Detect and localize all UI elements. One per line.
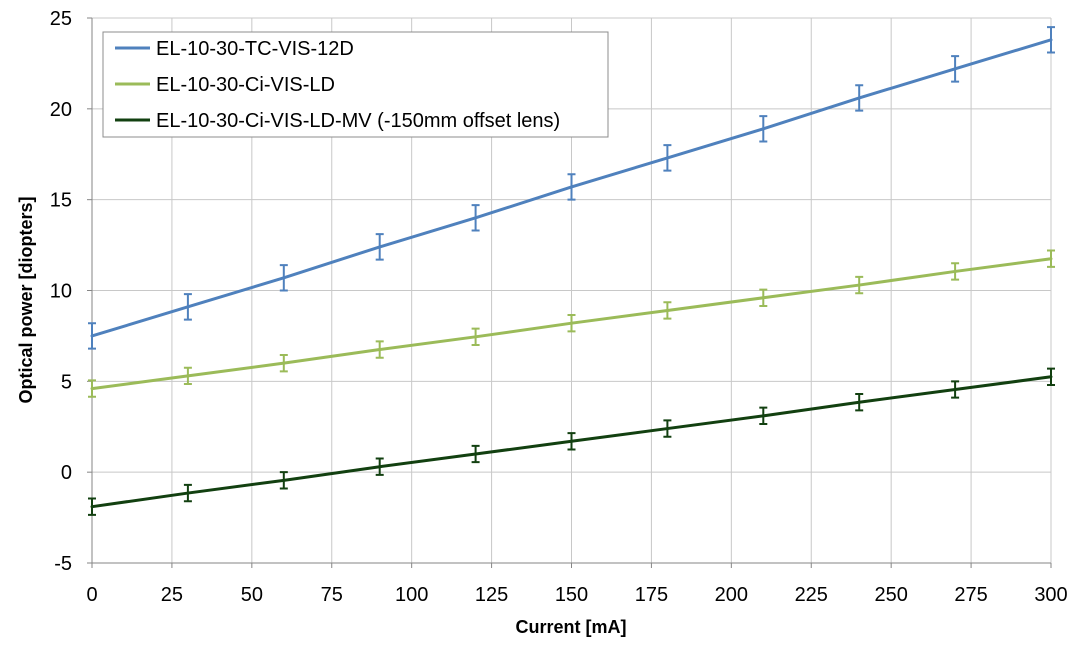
error-bar xyxy=(88,497,96,516)
x-axis-title: Current [mA] xyxy=(516,617,627,637)
legend-label-1: EL-10-30-TC-VIS-12D xyxy=(156,38,354,60)
y-tick-label: 15 xyxy=(50,190,72,212)
error-bar xyxy=(183,293,192,321)
error-bar xyxy=(663,144,672,172)
error-bar xyxy=(279,471,288,490)
error-bar xyxy=(183,483,192,503)
legend: EL-10-30-TC-VIS-12D EL-10-30-Ci-VIS-LD E… xyxy=(102,31,609,138)
x-tick-label: 25 xyxy=(161,584,183,606)
error-bar xyxy=(855,393,864,412)
legend-label-3: EL-10-30-Ci-VIS-LD-MV (-150mm offset len… xyxy=(156,110,560,132)
x-tick-label: 75 xyxy=(321,584,343,606)
error-bar xyxy=(759,288,768,307)
y-tick-label: 10 xyxy=(50,281,72,303)
error-bar xyxy=(759,115,768,143)
error-bar xyxy=(279,353,288,373)
series-2 xyxy=(88,249,1055,398)
y-tick-labels: -5 0 5 10 15 20 25 xyxy=(50,8,72,575)
y-tick-label: 5 xyxy=(61,371,72,393)
x-tick-label: 0 xyxy=(86,584,97,606)
error-bar xyxy=(759,406,768,426)
x-tick-label: 275 xyxy=(954,584,987,606)
y-tick-label: -5 xyxy=(54,553,72,575)
error-bar xyxy=(88,379,96,398)
error-bar xyxy=(951,55,960,83)
error-bar xyxy=(471,444,480,464)
error-bar xyxy=(1047,26,1055,54)
error-bar xyxy=(663,419,672,438)
axes xyxy=(87,17,1052,568)
series-1 xyxy=(88,26,1055,350)
error-bar xyxy=(855,84,864,112)
error-bar xyxy=(471,204,480,232)
legend-label-2: EL-10-30-Ci-VIS-LD xyxy=(156,74,335,96)
x-tick-label: 175 xyxy=(635,584,668,606)
x-tick-label: 100 xyxy=(395,584,428,606)
error-bar xyxy=(375,340,384,359)
error-bar xyxy=(1047,249,1055,268)
series-3 xyxy=(88,367,1055,516)
error-bar xyxy=(88,322,96,350)
y-axis-title: Optical power [diopters] xyxy=(16,196,36,403)
x-tick-label: 50 xyxy=(241,584,263,606)
error-bar xyxy=(471,327,480,346)
series-layer xyxy=(88,26,1055,516)
error-bar xyxy=(855,275,864,295)
legend-box xyxy=(102,31,609,138)
x-tick-labels: 0 25 50 75 100 125 150 175 200 225 250 275 300 xyxy=(86,584,1067,606)
y-tick-label: 25 xyxy=(50,8,72,30)
error-bar xyxy=(1047,367,1055,386)
y-tick-label: 20 xyxy=(50,99,72,121)
error-bar xyxy=(951,380,960,399)
x-tick-label: 250 xyxy=(874,584,907,606)
y-tick-label: 0 xyxy=(61,462,72,484)
error-bar xyxy=(375,233,384,261)
x-tick-label: 150 xyxy=(555,584,588,606)
x-tick-label: 125 xyxy=(475,584,508,606)
x-tick-label: 300 xyxy=(1034,584,1067,606)
error-bar xyxy=(567,432,576,451)
error-bar xyxy=(663,301,672,320)
error-bar xyxy=(567,314,576,333)
error-bar xyxy=(183,366,192,386)
error-bar xyxy=(567,173,576,201)
error-bar xyxy=(951,262,960,281)
error-bar xyxy=(279,264,288,292)
error-bar xyxy=(375,457,384,476)
x-tick-label: 225 xyxy=(795,584,828,606)
x-tick-label: 200 xyxy=(715,584,748,606)
